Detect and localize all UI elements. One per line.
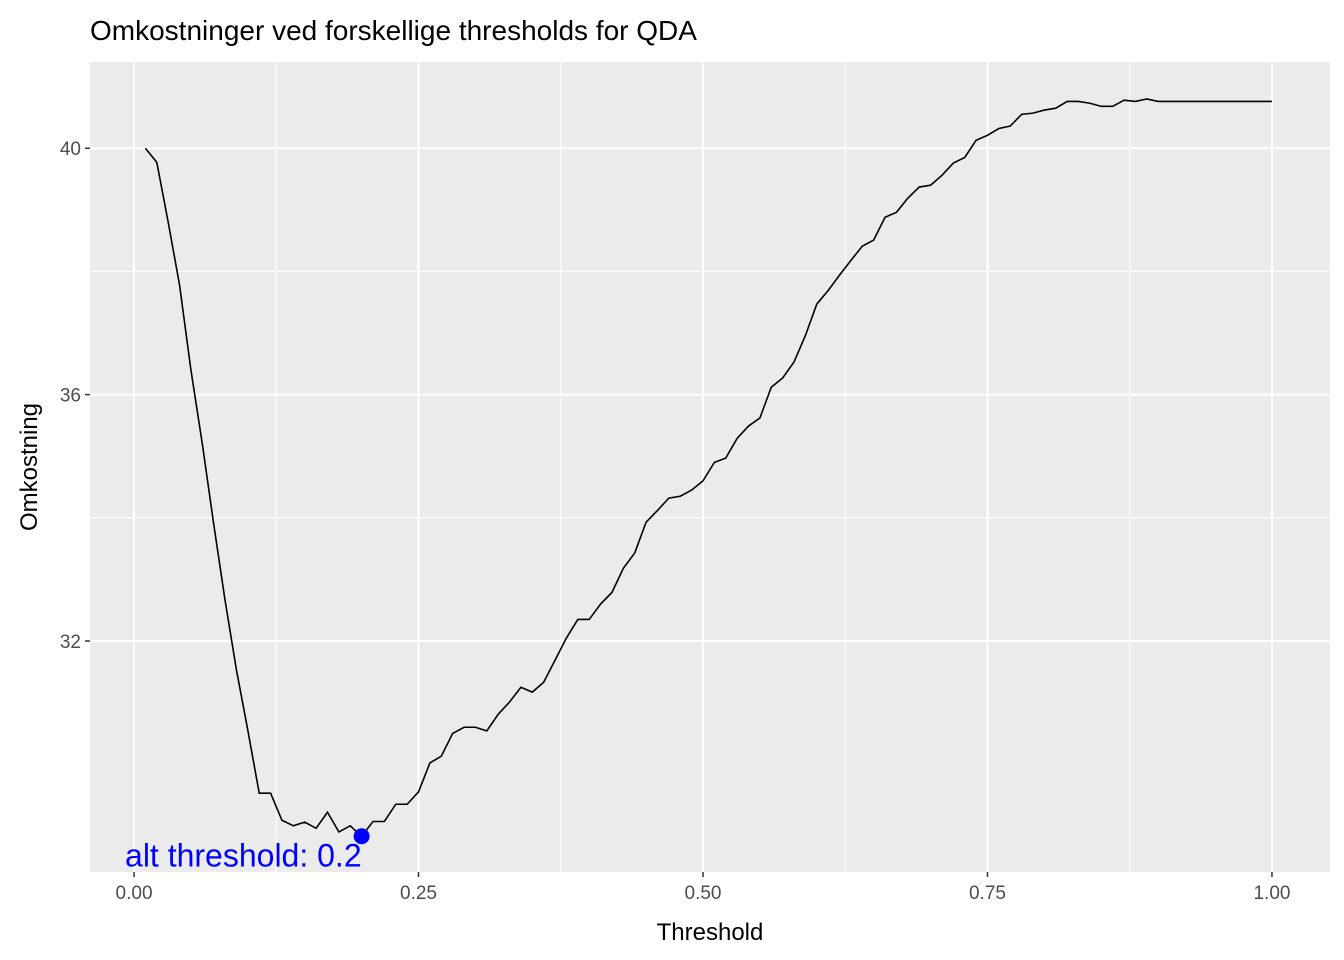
line (144, 98, 1272, 838)
chart-title: Omkostninger ved forskellige thresholds … (90, 15, 697, 46)
x-tick-label: 0.00 (116, 883, 153, 904)
x-tick-label: 0.75 (969, 883, 1006, 904)
highlight-point (353, 828, 370, 845)
y-tick-label: 40 (60, 139, 81, 160)
x-tick-label: 0.25 (400, 883, 437, 904)
x-axis-title: Threshold (657, 919, 764, 946)
x-tick-label: 0.50 (685, 883, 722, 904)
panel (90, 62, 1330, 872)
highlight-label: alt threshold: 0.2 (125, 837, 362, 873)
y-axis-title: Omkostning (16, 403, 43, 531)
x-tick-label: 1.00 (1253, 883, 1290, 904)
y-tick-label: 36 (60, 386, 81, 407)
y-tick-label: 32 (60, 632, 81, 653)
